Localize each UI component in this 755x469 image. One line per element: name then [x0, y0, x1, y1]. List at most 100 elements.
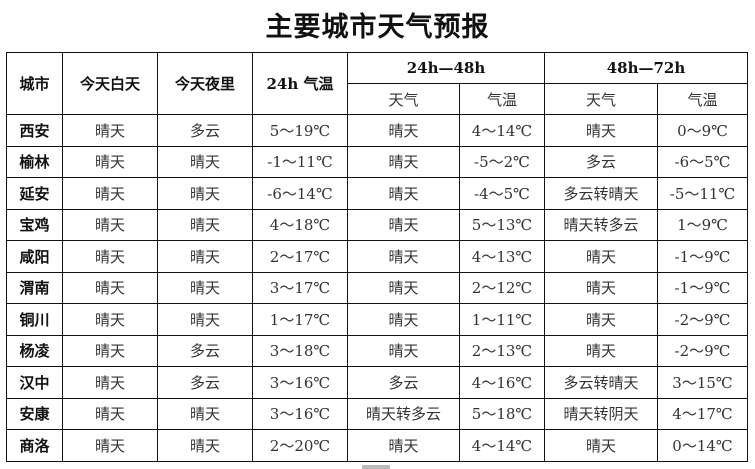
cell-weather-48h: 多云 — [347, 366, 460, 399]
table-row: 咸阳 晴天 晴天 2～17℃ 晴天 4～13℃ 晴天 -1～9℃ — [6, 240, 748, 273]
cell-temp-24h: 3～18℃ — [252, 334, 348, 367]
cell-temp-48h: -5～2℃ — [459, 145, 545, 178]
cell-temp-48h: 4～13℃ — [459, 240, 545, 273]
cell-temp-24h: 2～17℃ — [252, 240, 348, 273]
table-row: 西安 晴天 多云 5～19℃ 晴天 4～14℃ 晴天 0～9℃ — [6, 114, 748, 147]
cell-city: 商洛 — [6, 429, 63, 462]
cell-weather-72h: 晴天 — [544, 303, 658, 336]
header-temp24: 24h 气温 — [252, 52, 348, 115]
cell-temp-24h: 3～16℃ — [252, 366, 348, 399]
cell-night-weather: 多云 — [157, 366, 253, 399]
cell-weather-48h: 晴天转多云 — [347, 397, 460, 430]
cell-weather-48h: 晴天 — [347, 145, 460, 178]
cell-day-weather: 晴天 — [62, 366, 158, 399]
cell-temp-24h: 3～16℃ — [252, 397, 348, 430]
cell-weather-72h: 晴天 — [544, 114, 658, 147]
table-row: 榆林 晴天 晴天 -1～11℃ 晴天 -5～2℃ 多云 -6～5℃ — [6, 145, 748, 178]
cell-night-weather: 晴天 — [157, 429, 253, 462]
cell-night-weather: 晴天 — [157, 271, 253, 304]
cell-weather-48h: 晴天 — [347, 114, 460, 147]
cell-day-weather: 晴天 — [62, 240, 158, 273]
table-row: 宝鸡 晴天 晴天 4～18℃ 晴天 5～13℃ 晴天转多云 1～9℃ — [6, 208, 748, 241]
cell-night-weather: 晴天 — [157, 397, 253, 430]
header-temp-48: 气温 — [459, 83, 545, 115]
cell-night-weather: 多云 — [157, 334, 253, 367]
cell-temp-48h: 1～11℃ — [459, 303, 545, 336]
cell-weather-48h: 晴天 — [347, 334, 460, 367]
cell-temp-72h: 0～14℃ — [657, 429, 748, 462]
cell-temp-24h: -1～11℃ — [252, 145, 348, 178]
cell-temp-24h: 4～18℃ — [252, 208, 348, 241]
cell-temp-72h: 0～9℃ — [657, 114, 748, 147]
cell-weather-48h: 晴天 — [347, 271, 460, 304]
cell-night-weather: 晴天 — [157, 303, 253, 336]
cell-weather-72h: 晴天转阴天 — [544, 397, 658, 430]
cell-city: 渭南 — [6, 271, 63, 304]
cell-city: 宝鸡 — [6, 208, 63, 241]
table-row: 安康 晴天 晴天 3～16℃ 晴天转多云 5～18℃ 晴天转阴天 4～17℃ — [6, 397, 748, 430]
cell-temp-72h: -5～11℃ — [657, 177, 748, 210]
cell-temp-48h: 4～14℃ — [459, 114, 545, 147]
cell-city: 西安 — [6, 114, 63, 147]
cell-temp-24h: 1～17℃ — [252, 303, 348, 336]
cell-temp-72h: -2～9℃ — [657, 303, 748, 336]
cell-temp-24h: 5～19℃ — [252, 114, 348, 147]
cell-weather-72h: 晴天 — [544, 334, 658, 367]
cell-temp-72h: -2～9℃ — [657, 334, 748, 367]
header-temp-72: 气温 — [657, 83, 748, 115]
header-weather-48: 天气 — [347, 83, 460, 115]
cell-temp-48h: 4～16℃ — [459, 366, 545, 399]
cell-temp-24h: 2～20℃ — [252, 429, 348, 462]
header-48-72h: 48h—72h — [544, 52, 748, 84]
cell-city: 杨凌 — [6, 334, 63, 367]
header-day: 今天白天 — [62, 52, 158, 115]
cell-day-weather: 晴天 — [62, 271, 158, 304]
cell-day-weather: 晴天 — [62, 208, 158, 241]
cell-temp-72h: -1～9℃ — [657, 240, 748, 273]
cell-weather-72h: 多云转晴天 — [544, 366, 658, 399]
cell-weather-72h: 晴天 — [544, 429, 658, 462]
scroll-indicator — [362, 465, 390, 469]
cell-night-weather: 多云 — [157, 114, 253, 147]
cell-temp-48h: 2～12℃ — [459, 271, 545, 304]
cell-temp-48h: -4～5℃ — [459, 177, 545, 210]
weather-table: 城市 今天白天 今天夜里 24h 气温 24h—48h 48h—72h 天气 气… — [6, 52, 748, 462]
cell-weather-72h: 多云 — [544, 145, 658, 178]
cell-day-weather: 晴天 — [62, 429, 158, 462]
cell-temp-72h: 3～15℃ — [657, 366, 748, 399]
cell-night-weather: 晴天 — [157, 240, 253, 273]
cell-temp-72h: -6～5℃ — [657, 145, 748, 178]
page-title: 主要城市天气预报 — [265, 12, 490, 43]
cell-city: 咸阳 — [6, 240, 63, 273]
cell-day-weather: 晴天 — [62, 114, 158, 147]
cell-night-weather: 晴天 — [157, 177, 253, 210]
cell-weather-72h: 晴天 — [544, 271, 658, 304]
cell-weather-48h: 晴天 — [347, 303, 460, 336]
cell-weather-48h: 晴天 — [347, 240, 460, 273]
cell-day-weather: 晴天 — [62, 334, 158, 367]
table-row: 商洛 晴天 晴天 2～20℃ 晴天 4～14℃ 晴天 0～14℃ — [6, 429, 748, 462]
cell-weather-48h: 晴天 — [347, 177, 460, 210]
cell-temp-72h: 4～17℃ — [657, 397, 748, 430]
cell-temp-72h: 1～9℃ — [657, 208, 748, 241]
cell-temp-72h: -1～9℃ — [657, 271, 748, 304]
cell-weather-72h: 晴天转多云 — [544, 208, 658, 241]
header-weather-72: 天气 — [544, 83, 658, 115]
table-row: 铜川 晴天 晴天 1～17℃ 晴天 1～11℃ 晴天 -2～9℃ — [6, 303, 748, 336]
cell-temp-48h: 5～13℃ — [459, 208, 545, 241]
cell-weather-72h: 晴天 — [544, 240, 658, 273]
cell-city: 安康 — [6, 397, 63, 430]
cell-city: 榆林 — [6, 145, 63, 178]
header-city: 城市 — [6, 52, 63, 115]
cell-day-weather: 晴天 — [62, 303, 158, 336]
cell-city: 延安 — [6, 177, 63, 210]
cell-day-weather: 晴天 — [62, 177, 158, 210]
table-row: 汉中 晴天 多云 3～16℃ 多云 4～16℃ 多云转晴天 3～15℃ — [6, 366, 748, 399]
table-row: 渭南 晴天 晴天 3～17℃ 晴天 2～12℃ 晴天 -1～9℃ — [6, 271, 748, 304]
cell-city: 铜川 — [6, 303, 63, 336]
table-row: 杨凌 晴天 多云 3～18℃ 晴天 2～13℃ 晴天 -2～9℃ — [6, 334, 748, 367]
cell-night-weather: 晴天 — [157, 208, 253, 241]
cell-temp-48h: 5～18℃ — [459, 397, 545, 430]
cell-temp-48h: 4～14℃ — [459, 429, 545, 462]
cell-weather-48h: 晴天 — [347, 429, 460, 462]
